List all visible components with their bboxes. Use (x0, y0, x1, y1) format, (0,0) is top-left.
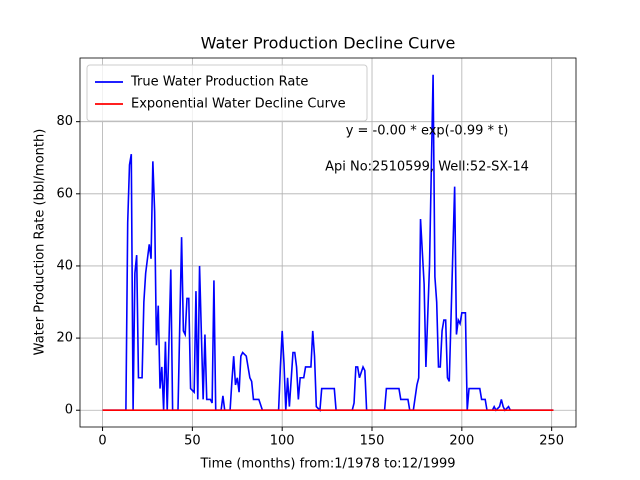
y-tick-label: 20 (56, 331, 73, 346)
x-tick-label: 200 (449, 434, 474, 449)
legend-label: True Water Production Rate (130, 75, 308, 90)
x-tick-label: 150 (360, 434, 385, 449)
x-tick-label: 250 (539, 434, 564, 449)
y-tick-label: 80 (56, 114, 73, 129)
y-axis-label: Water Production Rate (bbl/month) (33, 129, 48, 356)
y-tick-label: 60 (56, 186, 73, 201)
x-tick-label: 50 (184, 434, 201, 449)
data-line (102, 74, 554, 413)
chart-title: Water Production Decline Curve (201, 34, 456, 53)
y-tick-label: 40 (56, 258, 73, 273)
legend-label: Exponential Water Decline Curve (131, 97, 346, 112)
equation-annotation: y = -0.00 * exp(-0.99 * t) (346, 124, 509, 139)
plot-frame (79, 57, 577, 428)
x-tick-label: 0 (98, 434, 106, 449)
well-annotation: Api No:2510599, Well:52-SX-14 (325, 160, 529, 175)
x-axis-label: Time (months) from:1/1978 to:12/1999 (199, 457, 455, 472)
x-tick-label: 100 (270, 434, 295, 449)
y-tick-label: 0 (65, 403, 73, 418)
legend-box (86, 64, 368, 122)
